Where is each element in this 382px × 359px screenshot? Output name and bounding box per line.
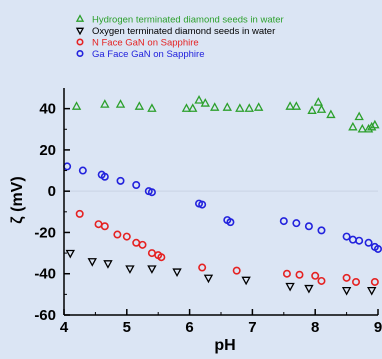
- legend-marker: [76, 49, 84, 58]
- legend-marker: [75, 14, 85, 22]
- data-point: [103, 260, 113, 269]
- x-tick-label: 8: [311, 319, 319, 336]
- legend-label: N Face GaN on Sapphire: [92, 38, 199, 49]
- data-point: [232, 266, 241, 275]
- y-tick-label: -20: [34, 224, 56, 241]
- data-point: [134, 101, 145, 110]
- data-point: [367, 121, 377, 131]
- x-tick-label: 7: [248, 319, 256, 336]
- data-point: [210, 102, 220, 111]
- data-point: [100, 172, 109, 181]
- data-point: [147, 188, 156, 197]
- data-point: [198, 200, 207, 209]
- data-point: [292, 219, 301, 228]
- data-point: [226, 218, 235, 227]
- data-point: [285, 101, 295, 110]
- y-tick-label: -40: [34, 266, 56, 283]
- data-point: [357, 123, 367, 133]
- data-point: [295, 270, 304, 279]
- x-tick-label: 5: [123, 319, 131, 336]
- data-point: [113, 230, 122, 239]
- data-point: [363, 123, 374, 133]
- x-axis-title: pH: [214, 337, 235, 354]
- x-tick-label: 4: [60, 319, 69, 336]
- data-point: [198, 263, 207, 272]
- data-point: [316, 104, 327, 113]
- data-point: [235, 103, 245, 112]
- legend: Hydrogen terminated diamond seeds in wat…: [75, 14, 284, 60]
- data-point: [157, 253, 166, 262]
- data-point: [354, 111, 364, 121]
- data-point: [352, 277, 361, 286]
- data-point: [370, 119, 380, 129]
- data-point: [100, 222, 109, 231]
- data-point: [132, 180, 141, 189]
- data-point: [241, 276, 251, 286]
- data-point: [125, 265, 135, 274]
- data-point: [304, 284, 314, 294]
- legend-label: Hydrogen terminated diamond seeds in wat…: [92, 15, 284, 26]
- data-point: [244, 103, 254, 112]
- data-point: [304, 222, 313, 231]
- data-point: [147, 265, 157, 274]
- data-point: [100, 99, 110, 108]
- data-point: [317, 276, 326, 285]
- y-tick-label: 0: [48, 183, 56, 200]
- data-point: [78, 166, 87, 175]
- data-point: [65, 249, 75, 259]
- data-point: [341, 286, 352, 296]
- data-point: [203, 274, 214, 284]
- data-point: [200, 98, 210, 107]
- data-point: [307, 105, 317, 114]
- data-point: [222, 102, 232, 111]
- legend-label: Ga Face GaN on Sapphire: [92, 49, 204, 60]
- legend-marker: [76, 38, 84, 46]
- data-point: [326, 109, 336, 119]
- x-tick-label: 6: [185, 319, 193, 336]
- data-point: [71, 101, 82, 110]
- data-point: [116, 176, 125, 185]
- data-point: [75, 209, 84, 218]
- data-points: [63, 95, 382, 296]
- data-point: [115, 99, 126, 108]
- data-point: [355, 236, 364, 245]
- data-point: [364, 238, 373, 247]
- legend-marker: [75, 27, 85, 36]
- y-axis-title: ζ (mV): [9, 176, 26, 223]
- data-point: [367, 286, 377, 296]
- y-tick-label: 20: [39, 142, 56, 159]
- data-point: [172, 268, 182, 278]
- legend-label: Oxygen terminated diamond seeds in water: [92, 26, 275, 37]
- data-point: [285, 282, 295, 292]
- y-tick-label: -60: [34, 307, 56, 324]
- data-point: [313, 97, 324, 106]
- data-point: [342, 232, 351, 241]
- data-point: [253, 102, 264, 111]
- data-point: [194, 95, 204, 104]
- data-point: [370, 277, 379, 286]
- data-point: [279, 217, 288, 226]
- data-point: [188, 103, 198, 112]
- data-point: [147, 103, 157, 112]
- axes: 40 20 0 -20 -40 -604 5 6 7 8 9: [34, 88, 382, 336]
- data-point: [181, 103, 192, 112]
- data-point: [373, 244, 382, 253]
- data-point: [348, 121, 358, 131]
- plot-area: [64, 88, 378, 315]
- data-point: [138, 240, 147, 249]
- data-point: [282, 269, 291, 278]
- y-tick-label: 40: [39, 101, 56, 118]
- data-point: [342, 273, 351, 282]
- data-point: [311, 271, 320, 280]
- data-point: [291, 101, 302, 110]
- x-tick-label: 9: [374, 319, 382, 336]
- data-point: [317, 226, 326, 235]
- data-point: [122, 232, 131, 241]
- data-point: [87, 258, 97, 267]
